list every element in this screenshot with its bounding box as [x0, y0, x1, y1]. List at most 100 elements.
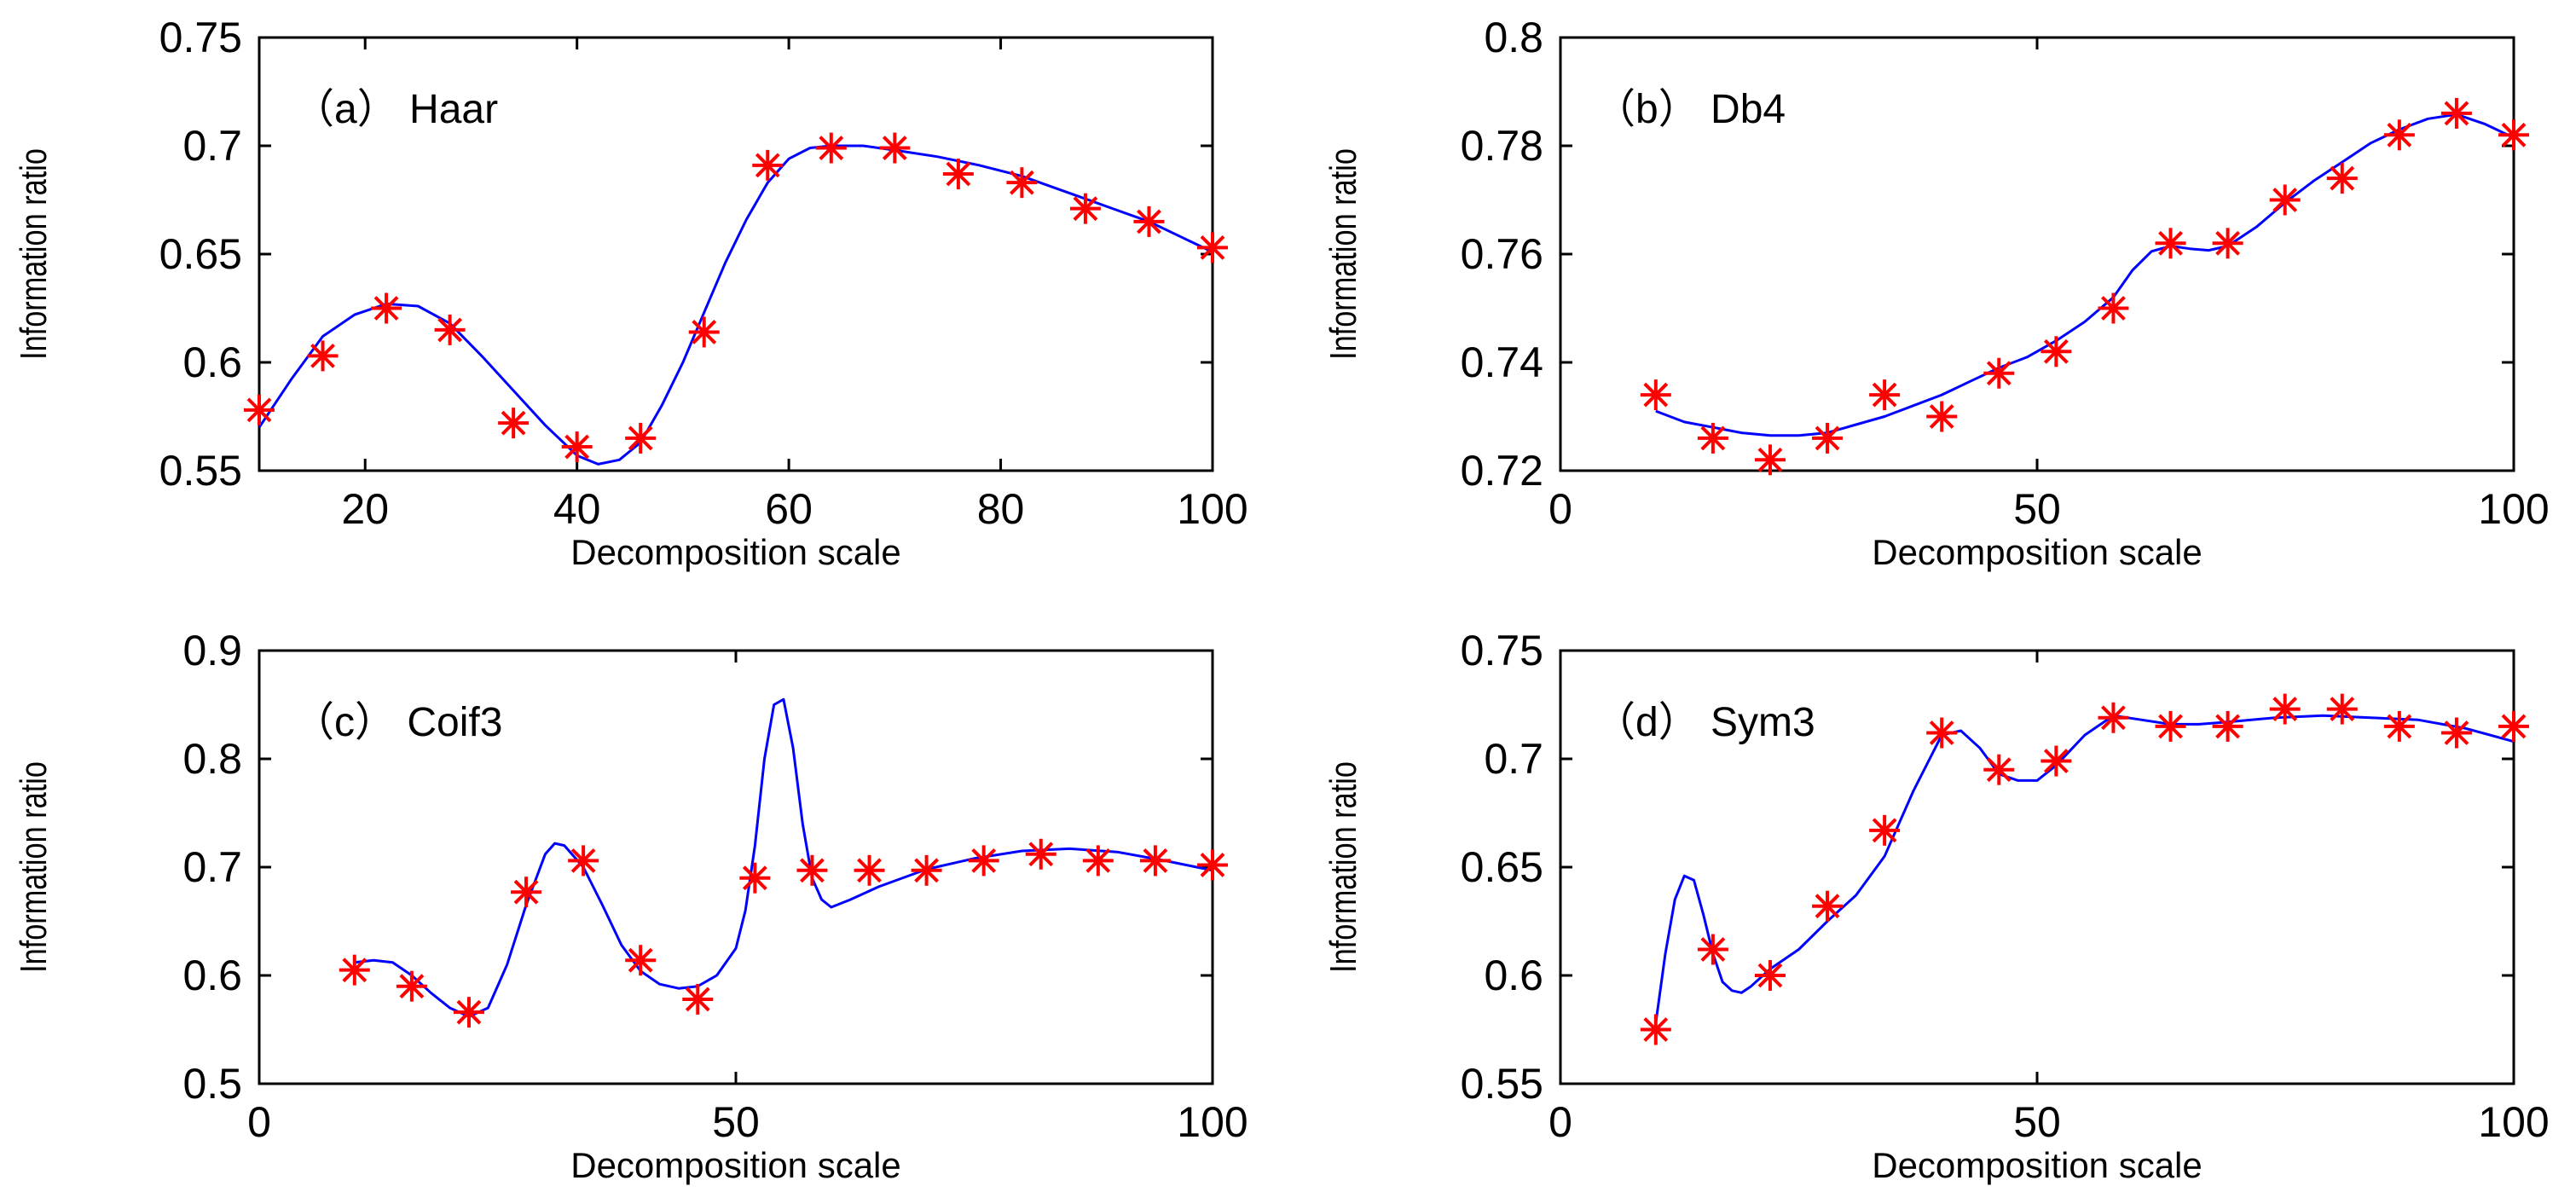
y-tick-label-a-1: 0.6	[182, 339, 242, 386]
marker-c-13	[1082, 845, 1114, 877]
y-axis-title-c: Information ratio	[13, 761, 55, 973]
y-axis-title-a: Information ratio	[13, 148, 55, 360]
x-tick-label-d-1: 50	[2013, 1098, 2061, 1146]
x-tick-label-c-2: 100	[1177, 1098, 1247, 1146]
marker-c-5	[625, 945, 657, 976]
y-tick-label-a-2: 0.65	[159, 230, 242, 278]
marker-b-7	[2041, 336, 2072, 367]
marker-c-6	[682, 983, 714, 1015]
marker-b-12	[2326, 163, 2358, 194]
marker-a-5	[561, 431, 593, 463]
marker-a-14	[1133, 205, 1165, 237]
y-tick-label-d-4: 0.75	[1461, 627, 1543, 674]
panel-label-a: （a） Haar	[293, 87, 498, 132]
marker-a-15	[1197, 232, 1228, 263]
marker-c-7	[739, 862, 771, 894]
marker-a-2	[371, 292, 402, 324]
panel-b: 0 50 100 0.72 0.74 0.76 0.78 0.8 Decomposition s…	[1323, 14, 2550, 572]
x-tick-label-b-2: 100	[2478, 485, 2549, 533]
y-axis-title-group-b: Information ratio	[1323, 148, 1364, 360]
marker-a-9	[815, 132, 847, 164]
x-axis-title-c: Decomposition scale	[570, 1145, 901, 1185]
y-tick-label-a-4: 0.75	[159, 14, 242, 61]
marker-b-9	[2155, 228, 2186, 259]
y-tick-label-c-1: 0.6	[182, 952, 242, 999]
marker-b-0	[1640, 379, 1671, 411]
x-tick-label-c-0: 0	[247, 1098, 271, 1146]
panel-label-c: （c） Coif3	[293, 700, 502, 745]
marker-a-8	[752, 149, 784, 181]
marker-a-6	[625, 422, 657, 454]
y-tick-label-b-1: 0.74	[1461, 339, 1543, 386]
marker-d-8	[2098, 702, 2129, 733]
marker-d-1	[1697, 934, 1728, 965]
marker-c-14	[1139, 845, 1171, 877]
y-axis-title-group-a: Information ratio	[13, 148, 55, 360]
marker-c-3	[511, 877, 542, 908]
marker-d-2	[1754, 960, 1786, 991]
x-axis-title-a: Decomposition scale	[570, 532, 901, 572]
marker-a-10	[879, 132, 911, 164]
marker-a-11	[942, 159, 974, 190]
marker-d-10	[2212, 710, 2243, 742]
marker-a-1	[307, 340, 339, 372]
marker-a-13	[1069, 193, 1101, 224]
y-tick-label-c-4: 0.9	[182, 627, 242, 674]
x-tick-label-d-2: 100	[2478, 1098, 2549, 1146]
marker-b-13	[2383, 119, 2415, 151]
panel-c: 0 50 100 0.5 0.6 0.7 0.8 0.9 Decomposition scale…	[13, 627, 1248, 1185]
y-tick-label-b-0: 0.72	[1461, 447, 1543, 495]
x-tick-label-b-0: 0	[1548, 485, 1572, 533]
marker-a-0	[244, 394, 275, 425]
marker-d-12	[2326, 693, 2358, 725]
marker-c-0	[339, 954, 370, 986]
y-tick-label-b-4: 0.8	[1484, 14, 1543, 61]
panel-a: 20 40 60 80 100 0.55 0.6 0.65 0.7 0.75 Decompositi…	[13, 14, 1248, 572]
fitted-curve-b	[1655, 113, 2514, 437]
x-tick-label-c-1: 50	[712, 1098, 760, 1146]
y-tick-label-c-0: 0.5	[182, 1060, 242, 1108]
marker-d-9	[2155, 710, 2186, 742]
marker-b-15	[2498, 119, 2529, 151]
fitted-curve-c	[354, 697, 1213, 1018]
marker-c-2	[453, 997, 484, 1028]
y-tick-label-d-1: 0.6	[1484, 952, 1543, 999]
marker-d-13	[2383, 710, 2415, 742]
marker-c-8	[796, 854, 828, 886]
marker-d-11	[2269, 693, 2301, 725]
y-tick-label-d-3: 0.7	[1484, 735, 1543, 783]
marker-d-4	[1869, 814, 1901, 846]
y-tick-label-d-0: 0.55	[1461, 1060, 1543, 1108]
marker-c-15	[1197, 849, 1228, 881]
x-axis-title-d: Decomposition scale	[1872, 1145, 2203, 1185]
marker-c-4	[568, 845, 599, 877]
fitted-curve-a	[259, 144, 1213, 466]
y-axis-title-d: Information ratio	[1323, 761, 1364, 973]
marker-c-12	[1025, 838, 1056, 870]
marker-b-8	[2098, 292, 2129, 324]
y-tick-label-a-0: 0.55	[159, 447, 242, 495]
panel-d: 0 50 100 0.55 0.6 0.65 0.7 0.75 Decomposition sc…	[1323, 627, 2550, 1185]
marker-d-15	[2498, 710, 2529, 742]
marker-a-12	[1006, 167, 1038, 199]
marker-b-14	[2440, 97, 2472, 129]
marker-b-10	[2212, 228, 2243, 259]
x-tick-label-b-1: 50	[2013, 485, 2061, 533]
marker-b-2	[1754, 444, 1786, 476]
x-tick-label-a-0: 20	[341, 485, 389, 533]
y-tick-label-a-3: 0.7	[182, 122, 242, 170]
y-axis-title-b: Information ratio	[1323, 148, 1364, 360]
x-tick-label-d-0: 0	[1548, 1098, 1572, 1146]
x-tick-label-a-4: 100	[1177, 485, 1247, 533]
marker-d-14	[2440, 717, 2472, 749]
marker-b-6	[1983, 357, 2015, 389]
y-tick-label-d-2: 0.65	[1461, 843, 1543, 891]
marker-b-5	[1926, 401, 1958, 432]
marker-d-7	[2041, 745, 2072, 777]
marker-c-10	[911, 854, 942, 886]
marker-c-11	[968, 845, 999, 877]
marker-d-6	[1983, 754, 2015, 785]
marker-a-7	[688, 316, 720, 348]
panel-label-d: （d） Sym3	[1595, 700, 1815, 745]
